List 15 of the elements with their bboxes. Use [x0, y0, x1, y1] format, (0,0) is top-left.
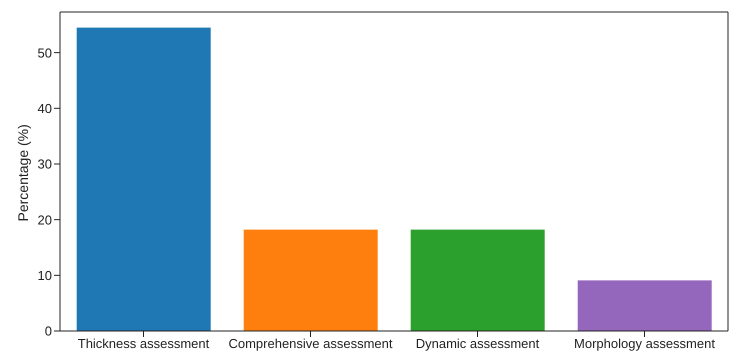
y-axis-title: Percentage (%): [14, 124, 31, 222]
bar: [578, 280, 712, 331]
bar: [410, 230, 545, 331]
x-tick-label: Thickness assessment: [78, 336, 210, 352]
x-tick-label: Comprehensive assessment: [228, 336, 393, 352]
y-tick-label: 10: [38, 268, 52, 283]
x-tick-label: Morphology assessment: [574, 336, 716, 352]
x-tick-label: Dynamic assessment: [416, 336, 540, 352]
y-tick-label: 40: [38, 100, 52, 116]
y-tick-label: 50: [38, 45, 52, 60]
y-tick-label: 30: [38, 156, 52, 172]
y-tick-label: 0: [44, 324, 52, 339]
bar: [244, 230, 378, 331]
bar: [76, 28, 211, 331]
y-tick-label: 20: [38, 212, 52, 228]
